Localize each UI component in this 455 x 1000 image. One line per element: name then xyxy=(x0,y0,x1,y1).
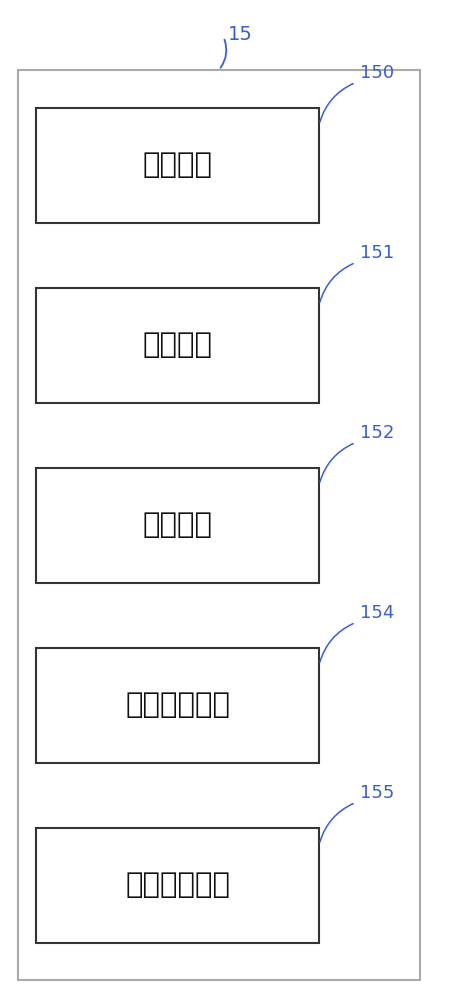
Text: 电池控制模组: 电池控制模组 xyxy=(125,871,230,899)
Bar xyxy=(36,828,318,942)
Text: 150: 150 xyxy=(359,64,394,82)
Bar xyxy=(36,648,318,762)
Text: 15: 15 xyxy=(228,25,253,44)
Text: 接收模组: 接收模组 xyxy=(142,151,212,179)
Text: 电流分配模组: 电流分配模组 xyxy=(125,691,230,719)
Text: 比较模组: 比较模组 xyxy=(142,331,212,359)
Text: 155: 155 xyxy=(359,784,394,802)
Bar xyxy=(18,70,419,980)
Text: 151: 151 xyxy=(359,243,394,261)
Bar xyxy=(36,288,318,402)
Bar xyxy=(36,468,318,582)
Text: 侦测模组: 侦测模组 xyxy=(142,511,212,539)
Text: 152: 152 xyxy=(359,424,394,442)
Bar xyxy=(36,107,318,223)
Text: 154: 154 xyxy=(359,604,394,622)
